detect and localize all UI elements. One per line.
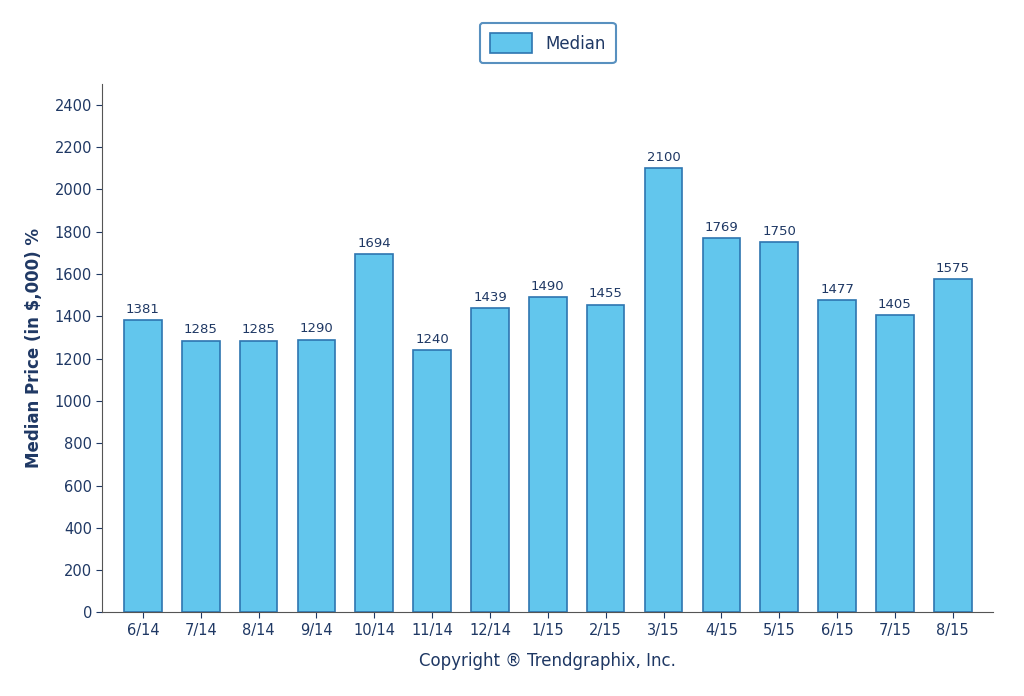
Text: 1575: 1575 bbox=[936, 262, 970, 275]
Text: 1477: 1477 bbox=[820, 283, 854, 296]
Y-axis label: Median Price (in $,000) %: Median Price (in $,000) % bbox=[26, 228, 43, 468]
Text: 1769: 1769 bbox=[705, 221, 738, 234]
Bar bbox=[355, 254, 393, 612]
Bar bbox=[414, 350, 451, 612]
Text: 1694: 1694 bbox=[357, 237, 391, 250]
Text: 1455: 1455 bbox=[589, 287, 623, 301]
Bar bbox=[761, 242, 798, 612]
Text: 1240: 1240 bbox=[416, 333, 449, 346]
Bar bbox=[124, 320, 162, 612]
Bar bbox=[818, 300, 856, 612]
Bar bbox=[702, 238, 740, 612]
Bar bbox=[934, 279, 972, 612]
Text: 1285: 1285 bbox=[242, 324, 275, 336]
X-axis label: Copyright ® Trendgraphix, Inc.: Copyright ® Trendgraphix, Inc. bbox=[420, 651, 676, 670]
Bar bbox=[645, 168, 682, 612]
Legend: Median: Median bbox=[480, 23, 615, 63]
Bar bbox=[471, 308, 509, 612]
Bar bbox=[529, 297, 566, 612]
Text: 1750: 1750 bbox=[762, 225, 797, 238]
Text: 1285: 1285 bbox=[183, 324, 218, 336]
Bar bbox=[240, 340, 278, 612]
Text: 1439: 1439 bbox=[473, 291, 507, 303]
Bar bbox=[298, 340, 335, 612]
Text: 1490: 1490 bbox=[531, 280, 564, 293]
Text: 1290: 1290 bbox=[300, 322, 334, 335]
Bar bbox=[182, 340, 219, 612]
Text: 1405: 1405 bbox=[878, 298, 911, 311]
Bar bbox=[587, 305, 625, 612]
Text: 1381: 1381 bbox=[126, 303, 160, 316]
Text: 2100: 2100 bbox=[647, 151, 680, 164]
Bar bbox=[877, 315, 913, 612]
